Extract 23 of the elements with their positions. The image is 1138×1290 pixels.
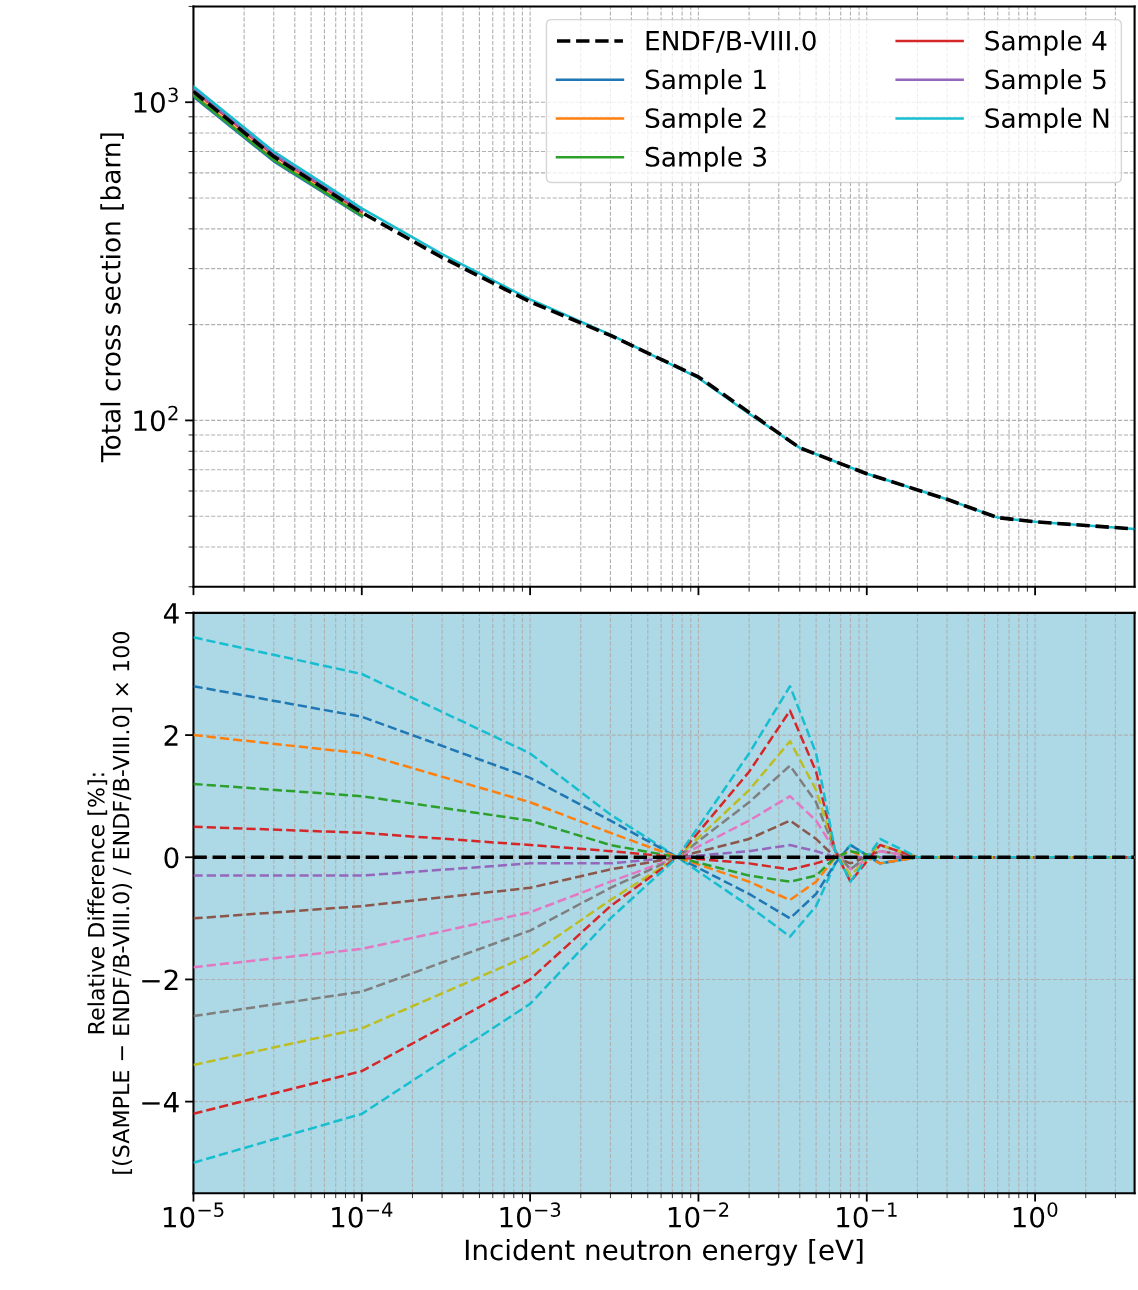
x-tick-label: 10$^{−5}$ bbox=[163, 1202, 224, 1228]
y-tick-label: −4 bbox=[142, 1091, 179, 1113]
y-tick-label: −2 bbox=[142, 969, 178, 990]
y-tick-label: 2 bbox=[164, 725, 178, 746]
y-tick-label: 10$^{2}$ bbox=[134, 405, 178, 432]
legend-label: Sample 1 bbox=[645, 68, 766, 95]
x-tick-label: 10$^{−2}$ bbox=[668, 1202, 729, 1228]
legend-label: Sample 2 bbox=[645, 107, 766, 134]
y-axis-title: Total cross section [barn] bbox=[100, 133, 124, 463]
y-axis-title: Relative Difference [%]: [(SAMPLE − ENDF/B-VIII.0) / ENDF/B-VIII.0] × 100 bbox=[87, 632, 133, 1174]
x-tick-label: 10$^{−4}$ bbox=[332, 1202, 393, 1228]
y-tick-label: 4 bbox=[163, 603, 179, 624]
y-tick-label: 10$^{3}$ bbox=[134, 87, 178, 113]
x-tick-label: 10$^{0}$ bbox=[1013, 1202, 1058, 1228]
legend-label: Sample 5 bbox=[985, 68, 1106, 95]
legend-label: Sample 4 bbox=[985, 30, 1107, 56]
legend-label: Sample 3 bbox=[645, 146, 767, 172]
y-tick-label: 0 bbox=[164, 847, 179, 869]
x-axis-title: Incident neutron energy [eV] bbox=[465, 1238, 863, 1266]
x-tick-label: 10$^{−3}$ bbox=[500, 1202, 561, 1228]
legend-label: ENDF/B-VIII.0 bbox=[646, 30, 816, 53]
legend-label: Sample N bbox=[985, 107, 1109, 134]
x-tick-label: 10$^{−1}$ bbox=[837, 1202, 897, 1228]
